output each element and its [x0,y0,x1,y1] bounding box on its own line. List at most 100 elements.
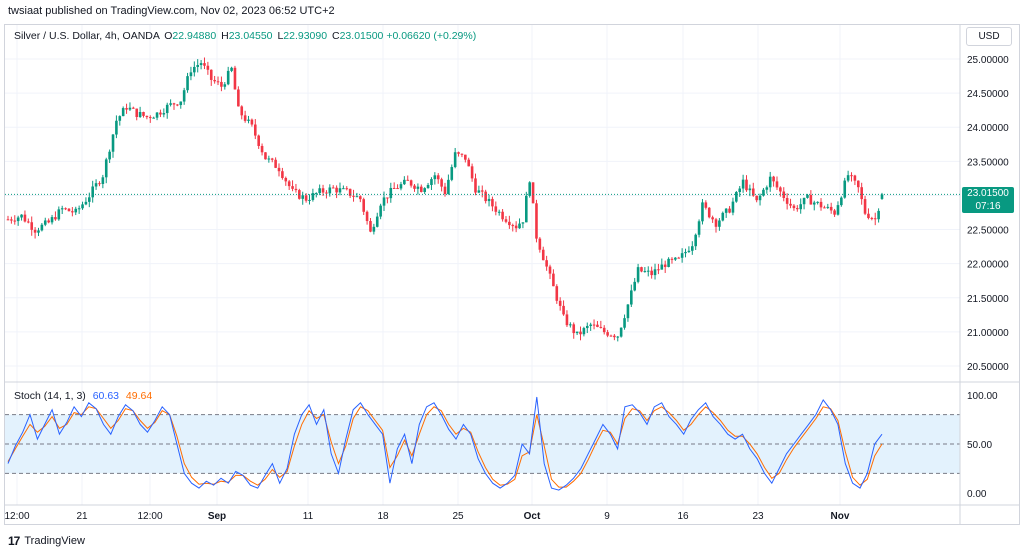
candle-body [159,112,162,115]
candle-body [372,226,376,232]
candle-body [799,204,802,210]
candle-body [579,331,582,335]
candle-body [148,117,152,119]
candle-body [237,89,240,107]
candle-body [521,222,525,224]
chart-frame [4,24,1020,525]
candle-body [782,191,786,198]
candle-body [697,221,701,235]
candle-body [284,177,288,182]
candle-body [132,107,135,109]
low-value: 22.93090 [283,30,328,42]
candle-body [138,112,142,118]
candle-body [84,201,88,205]
stoch-tick-label: 100.00 [967,391,998,402]
candle-body [318,188,321,194]
candle-body [88,197,91,202]
candle-body [684,251,687,254]
candle-body [626,304,630,319]
candle-body [81,204,84,209]
candle-body [660,264,664,270]
candle-body [474,178,477,193]
stoch-k-value: 60.63 [92,390,119,402]
candle-body [504,219,508,222]
candle-body [260,145,264,153]
candle-body [226,70,230,85]
candle-body [77,208,81,210]
candle-body [169,103,172,105]
footer[interactable]: 17 TradingView [8,534,85,548]
symbol-legend[interactable]: Silver / U.S. Dollar, 4h, OANDA O22.9488… [14,30,476,42]
candle-body [33,229,37,233]
candle-body [176,104,179,106]
candle-body [91,186,94,198]
candle-body [345,188,349,190]
candle-body [23,214,27,222]
candle-body [541,249,545,261]
candle-body [613,335,616,338]
candle-body [663,264,667,267]
candle-body [508,221,511,226]
candle-body [538,238,542,250]
time-tick-label: 25 [452,511,464,522]
candle-body [646,270,650,272]
candle-body [785,197,789,204]
candle-body [491,198,494,207]
open-label: O [164,30,173,42]
candle-body [748,188,752,191]
candle-body [423,188,426,192]
price-tick-label: 24.50000 [967,89,1009,100]
candle-body [802,197,806,205]
candle-body [359,196,362,200]
candle-body [47,220,50,223]
candle-body [365,211,369,222]
candle-body [731,201,735,213]
candle-body [111,134,115,152]
candle-body [531,182,535,204]
candle-body [60,208,64,210]
candle-body [104,159,108,178]
candle-body [619,327,623,337]
candle-body [142,112,145,116]
candle-body [653,269,657,276]
time-tick-label: 12:00 [137,511,162,522]
stoch-legend[interactable]: Stoch (14, 1, 3) 60.63 49.64 [14,390,152,402]
candle-body [772,176,775,182]
candle-body [789,203,792,206]
candle-body [294,188,298,191]
footer-logo-text: TradingView [24,535,85,547]
candle-body [325,192,328,194]
candle-body [768,176,772,188]
candle-body [264,152,267,160]
currency-button[interactable]: USD [966,27,1012,46]
candle-body [809,194,813,205]
candle-body [751,188,755,196]
candle-body [514,225,518,229]
price-tick-label: 23.50000 [967,157,1009,168]
candle-body [71,211,74,213]
stoch-lines [7,396,883,491]
price-tick-label: 25.00000 [967,55,1009,66]
candle-body [501,211,504,220]
candle-body [301,195,305,199]
candle-body [670,258,674,260]
candle-body [840,197,843,206]
candle-body [98,183,101,185]
candle-body [430,179,433,185]
candle-body [829,206,833,211]
candle-body [342,188,345,190]
candle-body [121,108,125,117]
stoch-k-line [7,396,883,491]
candle-body [630,290,633,305]
candle-body [413,185,416,189]
candle-body [863,199,867,214]
time-tick-label: Oct [524,511,541,522]
close-label: C [332,30,340,42]
candle-body [369,221,372,232]
candle-body [389,187,393,199]
candle-body [328,187,332,194]
candle-body [450,167,454,180]
candle-body [460,153,464,155]
candle-body [216,81,220,83]
